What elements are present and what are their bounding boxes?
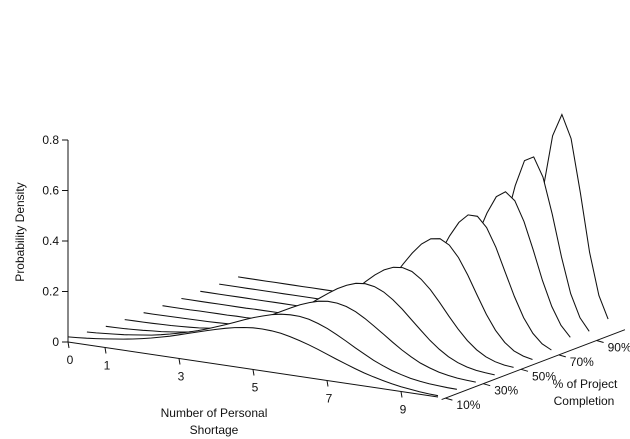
ticks-layer: 0 0.2 0.4 0.6 0.8 0 1 3 5 7 9 10% 30% 50% 70% 90% <box>42 133 630 417</box>
x-tick-mark <box>400 391 403 398</box>
z-tick-label: 30% <box>494 384 518 398</box>
x-axis-title-line2: Shortage <box>190 423 239 437</box>
curves-layer <box>67 113 609 397</box>
y-tick-label: 0.2 <box>42 285 59 299</box>
y-tick-label: 0.8 <box>42 133 59 147</box>
x-tick-mark <box>252 369 255 376</box>
x-tick-label: 0 <box>67 353 74 367</box>
x-tick-label: 9 <box>400 403 407 417</box>
z-tick-label: 50% <box>532 369 556 383</box>
z-axis-line <box>441 329 626 401</box>
z-axis-title-line2: Completion <box>554 394 615 408</box>
z-tick-label: 10% <box>456 398 480 412</box>
z-axis-title-line1: % of Project <box>553 377 618 391</box>
x-tick-mark <box>178 358 181 365</box>
y-tick-label: 0.4 <box>42 234 59 248</box>
curve-line-2 <box>86 313 457 390</box>
curve-fill-1 <box>68 327 438 397</box>
x-tick-mark <box>67 341 70 349</box>
z-tick-mark <box>558 354 566 358</box>
x-tick-mark <box>104 347 107 354</box>
curve-line-1 <box>67 326 439 397</box>
y-tick-label: 0.6 <box>42 184 59 198</box>
y-axis-title: Probability Density <box>13 182 27 281</box>
x-tick-label: 7 <box>326 392 333 406</box>
x-tick-mark <box>326 380 329 387</box>
z-tick-mark <box>483 383 491 387</box>
z-tick-mark <box>445 397 453 401</box>
x-axis-title-line1: Number of Personal <box>161 406 268 420</box>
z-tick-mark <box>596 340 604 343</box>
z-tick-mark <box>520 368 529 372</box>
x-tick-label: 3 <box>178 370 185 384</box>
z-tick-label: 90% <box>608 341 630 355</box>
z-tick-label: 70% <box>570 355 594 369</box>
x-tick-label: 5 <box>252 381 259 395</box>
x-tick-label: 1 <box>104 359 111 373</box>
curve-line-3 <box>105 300 476 383</box>
y-tick-label: 0 <box>52 335 59 349</box>
